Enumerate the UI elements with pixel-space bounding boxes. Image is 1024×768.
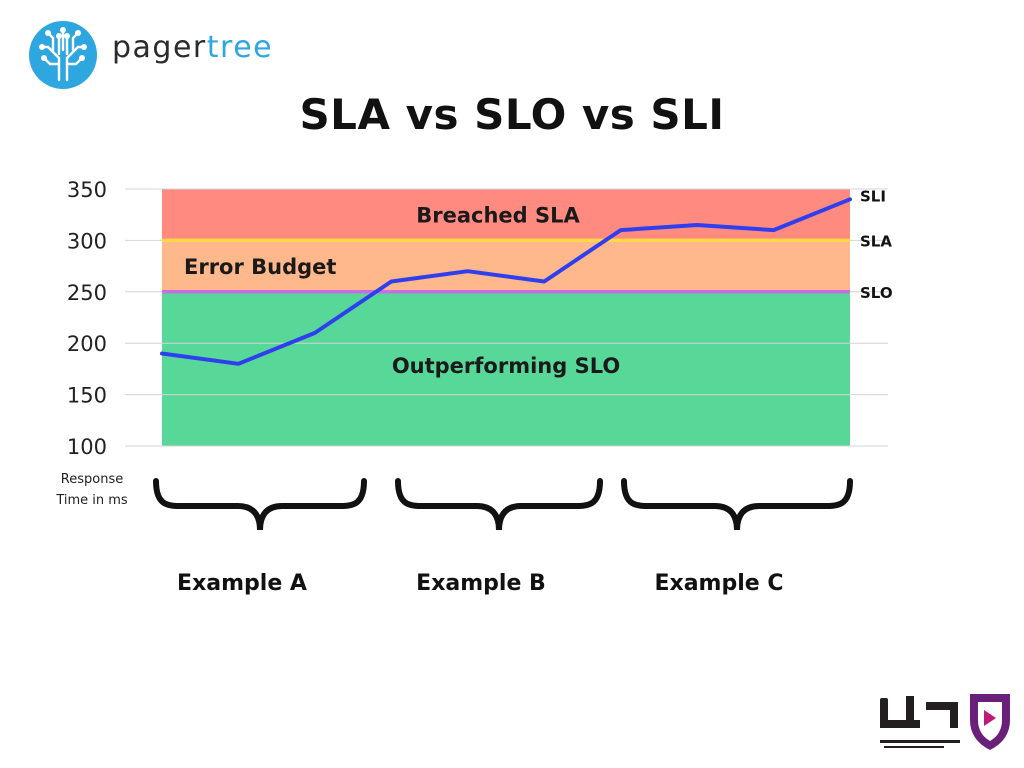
zone-error-budget — [162, 240, 850, 292]
group-label-example-a: Example A — [177, 571, 307, 596]
y-axis-label-line-2: Time in ms — [55, 493, 128, 508]
brace-example-a — [153, 478, 367, 531]
y-tick-label-300: 300 — [67, 229, 107, 253]
y-tick-label-250: 250 — [67, 281, 107, 305]
group-label-example-b: Example B — [416, 571, 546, 596]
y-tick-label-150: 150 — [67, 384, 107, 408]
brand-shield-icon — [880, 694, 1010, 750]
logo-word-tree: tree — [206, 30, 274, 65]
zone-label-outperforming-slo: Outperforming SLO — [392, 354, 620, 378]
zone-breached-sla — [162, 189, 850, 241]
logo-wordmark: pagertree — [112, 30, 273, 65]
y-tick-label-100: 100 — [67, 435, 107, 459]
logo-word-pager: pager — [112, 30, 207, 65]
zone-outperforming-slo — [162, 291, 850, 446]
zone-label-breached-sla: Breached SLA — [416, 204, 580, 228]
series-line-sli — [160, 197, 852, 366]
pagertree-logo — [28, 20, 328, 90]
y-tick-label-350: 350 — [67, 178, 107, 202]
threshold-label-sla: SLA — [860, 232, 892, 250]
brace-example-b — [395, 478, 603, 531]
brand-logo — [870, 688, 1020, 758]
zone-label-error-budget: Error Budget — [184, 255, 336, 279]
y-axis-label-line-1: Response — [61, 472, 123, 487]
threshold-label-slo: SLO — [860, 284, 893, 302]
brace-example-c — [621, 478, 853, 531]
group-label-example-c: Example C — [654, 571, 783, 596]
tree-circuit-icon — [29, 21, 97, 89]
page-title: SLA vs SLO vs SLI — [299, 90, 725, 139]
y-tick-label-200: 200 — [67, 332, 107, 356]
series-label-sli: SLI — [860, 187, 886, 205]
